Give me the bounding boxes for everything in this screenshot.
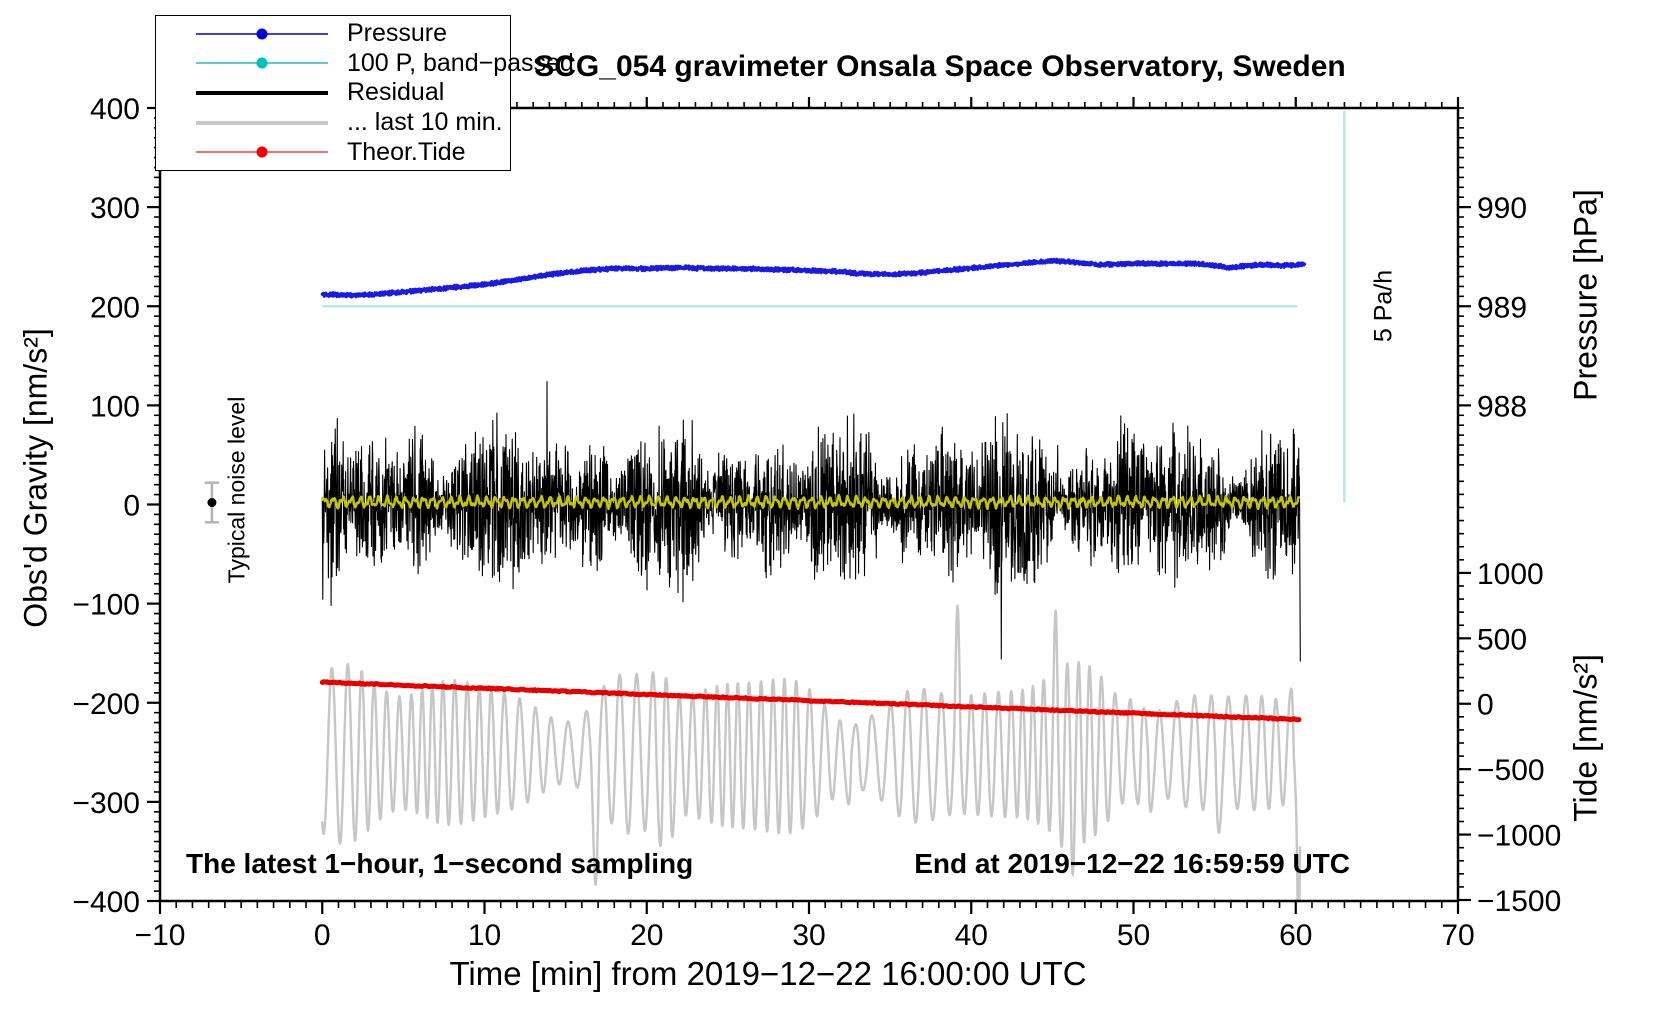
left-tick-label: 0 [123, 490, 140, 523]
noise-level-annotation: Typical noise level [223, 396, 250, 584]
tide-tick-label: 0 [1477, 689, 1494, 722]
filtered-residual-series [321, 493, 1301, 511]
legend-label: 100 P, band−passed [347, 48, 574, 77]
left-axis-title: Obs'd Gravity [nm/s²] [17, 328, 54, 628]
residual-series [321, 381, 1301, 662]
residual-line-swatch-icon [196, 90, 328, 95]
legend-label: Theor.Tide [347, 137, 466, 166]
bottom-tick-label: 40 [955, 919, 988, 952]
bottom-tick-label: 30 [792, 919, 825, 952]
bottom-tick-label: 70 [1441, 919, 1474, 952]
plot-series [204, 110, 1346, 901]
legend-label: Pressure [347, 19, 448, 48]
pressure-axis-title: Pressure [hPa] [1567, 189, 1604, 401]
left-tick-label: −200 [72, 688, 140, 721]
legend-item-tide: Theor.Tide [156, 138, 510, 166]
bottom-tick-label: −10 [135, 919, 186, 952]
bottom-tick-label: 20 [630, 919, 663, 952]
end-time-note: End at 2019−12−22 16:59:59 UTC [914, 848, 1350, 879]
tide-tick-label: −500 [1477, 754, 1545, 787]
legend-item-pressure: Pressure [156, 19, 510, 48]
left-tick-label: −400 [72, 886, 140, 919]
pressure-tick-label: 988 [1477, 390, 1527, 423]
pressure-rate-annotation: 5 Pa/h [1369, 269, 1398, 343]
bottom-tick-label: 60 [1279, 919, 1312, 952]
legend-item-residual: Residual [156, 78, 510, 107]
bottom-tick-label: 10 [468, 919, 501, 952]
tide-tick-label: −1500 [1477, 885, 1561, 918]
left-tick-label: −100 [72, 589, 140, 622]
pressure-series [320, 257, 1307, 299]
tide-tick-label: 500 [1477, 623, 1527, 656]
legend-label: ... last 10 min. [347, 108, 503, 137]
bottom-tick-label: 0 [314, 919, 331, 952]
left-tick-label: 300 [90, 192, 140, 225]
tide-tick-label: 1000 [1477, 558, 1544, 591]
chart-title: SCG_054 gravimeter Onsala Space Observat… [534, 50, 1346, 83]
bandpassed-line-swatch-icon [196, 57, 328, 69]
noise-level-marker [204, 481, 219, 524]
last10-line-swatch-icon [196, 120, 328, 125]
tide-series [319, 679, 1302, 723]
left-tick-label: −300 [72, 787, 140, 820]
tide-tick-label: −1000 [1477, 820, 1561, 853]
pressure-tick-label: 989 [1477, 291, 1527, 324]
legend-label: Residual [347, 78, 445, 107]
left-tick-label: 400 [90, 93, 140, 126]
pressure-tick-label: 990 [1477, 192, 1527, 225]
left-tick-label: 100 [90, 390, 140, 423]
legend-item-last10: ... last 10 min. [156, 108, 510, 137]
pressure-line-swatch-icon [196, 28, 328, 40]
sampling-note: The latest 1−hour, 1−second sampling [186, 848, 694, 879]
tide-line-swatch-icon [196, 146, 328, 158]
legend: Pressure 100 P, band−passed Residual ...… [155, 15, 574, 171]
legend-item-bandpassed: 100 P, band−passed [156, 49, 574, 77]
bottom-axis-title: Time [min] from 2019−12−22 16:00:00 UTC [449, 955, 1087, 992]
left-tick-label: 200 [90, 291, 140, 324]
tide-axis-title: Tide [nm/s²] [1567, 654, 1604, 822]
bottom-tick-label: 50 [1117, 919, 1150, 952]
